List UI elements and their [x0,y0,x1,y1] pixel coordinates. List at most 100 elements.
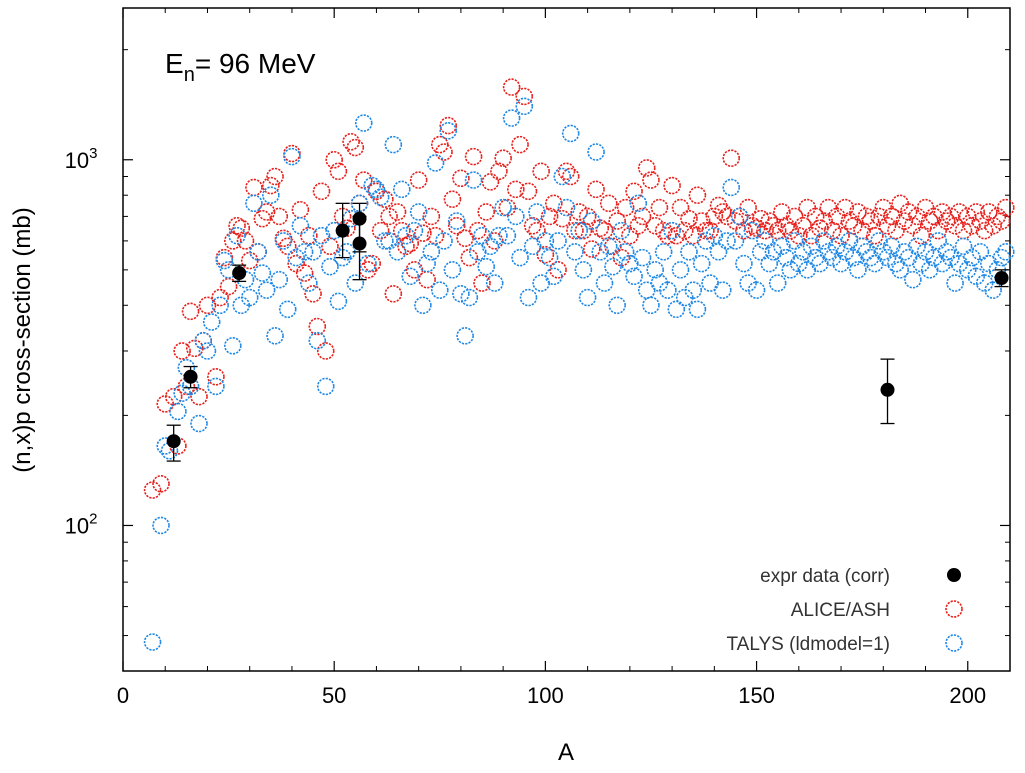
data-point [245,194,263,213]
data-series [143,78,1015,651]
data-point [996,198,1015,217]
data-point [452,169,470,188]
data-point [785,232,804,250]
data-point [751,243,770,261]
data-point [266,167,284,186]
data-point [971,243,990,261]
series-alice-ash [143,78,1015,499]
data-point [853,237,871,256]
data-point [692,212,711,230]
data-point [994,270,1009,285]
data-point [557,162,576,181]
data-point [253,264,272,282]
y-tick-label: 102 [65,510,98,538]
energy-annotation-main: E [165,48,184,79]
data-point [595,221,614,240]
data-point [435,143,453,161]
data-point [680,209,698,228]
data-point [625,267,643,286]
data-point [967,267,986,286]
data-point [494,149,512,167]
data-point [880,382,895,397]
data-point [929,221,947,240]
data-point [735,254,753,273]
data-point [211,288,229,307]
data-point [899,248,918,267]
data-point [878,248,897,267]
data-point [566,243,584,261]
x-tick-label: 0 [117,683,129,708]
data-point [422,243,441,261]
data-point [329,162,348,181]
data-point [790,226,808,245]
data-point [190,387,208,406]
data-point [401,267,420,286]
data-point [861,212,880,230]
x-tick-label: 200 [949,683,986,708]
data-point [388,243,407,261]
data-point [874,198,893,217]
data-point [380,207,398,226]
data-point [946,216,964,235]
data-point [557,198,576,217]
data-point [713,281,732,299]
data-point [992,212,1011,230]
data-point [646,216,665,235]
data-point [612,221,631,240]
data-point [891,261,909,279]
data-point [942,248,960,267]
y-tick-label: 103 [65,145,98,173]
energy-annotation: En= 96 MeV [165,48,316,86]
data-point [722,149,741,167]
data-point [414,224,432,242]
data-point [553,209,572,228]
data-point [739,274,757,292]
data-point [773,203,791,221]
data-point [363,254,382,273]
data-point [164,387,183,406]
data-point [300,226,318,245]
data-point [511,135,529,154]
data-point [773,237,791,256]
data-point [477,257,496,276]
data-point [899,203,918,221]
data-point [190,414,208,433]
data-point [849,261,867,279]
data-point [468,221,487,240]
data-point [435,232,453,250]
data-point [857,207,876,226]
data-point [274,232,293,250]
data-point [363,176,382,195]
data-point [701,274,719,292]
data-point [912,226,931,245]
data-point [194,331,213,350]
data-point [536,245,555,264]
data-point [925,207,943,226]
legend-marker [947,568,961,582]
data-point [376,232,394,250]
data-point [532,274,550,292]
data-point [870,232,888,250]
data-point [511,248,529,267]
data-point [371,188,390,206]
data-point [629,216,648,235]
data-point [870,207,888,226]
data-point [882,207,901,226]
data-point [198,342,217,360]
data-point [722,178,741,197]
data-point [604,257,622,276]
data-point [709,243,728,261]
data-point [553,167,572,186]
data-point [958,207,977,226]
data-point [637,159,656,177]
x-tick-label: 50 [322,683,346,708]
data-point [604,237,622,256]
x-axis-title: A [558,739,574,766]
data-point [335,223,350,238]
data-point [726,232,745,250]
data-point [866,226,884,245]
data-point [633,248,652,267]
data-point [680,243,698,261]
data-point [494,198,512,217]
data-point [401,234,420,253]
